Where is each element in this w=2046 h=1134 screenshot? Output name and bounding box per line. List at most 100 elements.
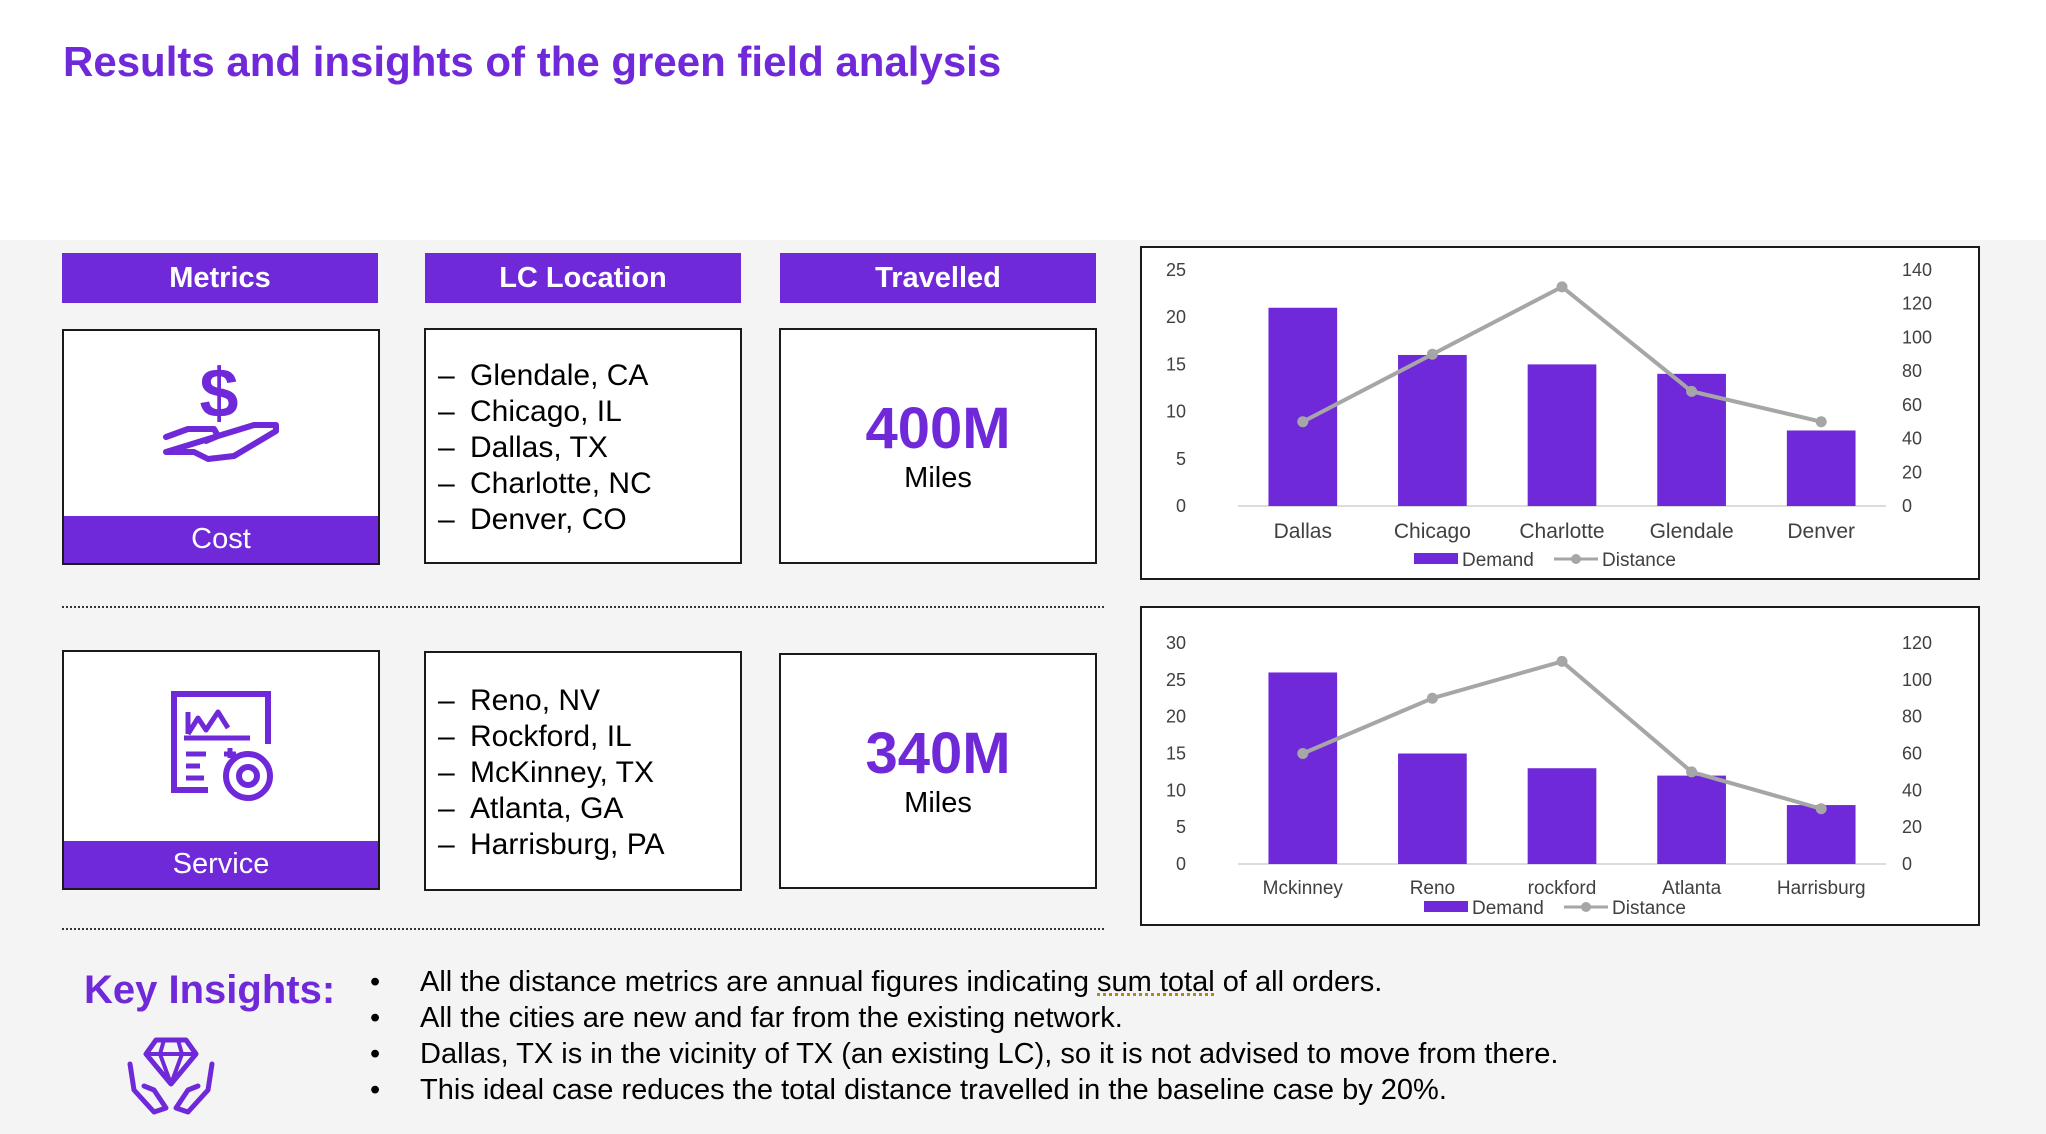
bar-dallas	[1268, 307, 1338, 506]
y2-tick-label: 20	[1902, 462, 1922, 482]
y-tick-label: 0	[1176, 496, 1186, 516]
cost-location-list: Glendale, CA Chicago, IL Dallas, TX Char…	[426, 330, 740, 538]
metrics-header: Metrics	[62, 253, 378, 303]
row-divider	[62, 928, 1104, 930]
list-item: All the distance metrics are annual figu…	[370, 964, 1558, 1000]
x-tick-label: Charlotte	[1519, 520, 1604, 543]
list-item: Atlanta, GA	[438, 791, 740, 827]
lc-location-header: LC Location	[425, 253, 741, 303]
distance-point	[1426, 348, 1438, 360]
service-locations-card: Reno, NV Rockford, IL McKinney, TX Atlan…	[424, 651, 742, 891]
y2-tick-label: 120	[1902, 633, 1932, 653]
bar-atlanta	[1657, 775, 1726, 864]
list-item: Rockford, IL	[438, 719, 740, 755]
y-tick-label: 10	[1166, 780, 1186, 800]
legend-demand-label: Demand	[1472, 898, 1544, 919]
dollar-hand-icon: $	[163, 359, 279, 462]
service-label: Service	[64, 841, 378, 888]
service-chart-gear-icon	[171, 690, 273, 801]
bar-charlotte	[1527, 364, 1597, 506]
y-tick-label: 5	[1176, 817, 1186, 837]
cost-travelled-value: 400M	[865, 396, 1011, 461]
y2-tick-label: 100	[1902, 327, 1932, 347]
y2-tick-label: 0	[1902, 854, 1912, 874]
cost-demand-distance-chart: 0 5 10 15 20 25 0 20 40 60 80 100 120 140 Dallas Chicag…	[1166, 260, 1932, 571]
travelled-header: Travelled	[780, 253, 1096, 303]
y-tick-label: 25	[1166, 670, 1186, 690]
y2-tick-label: 80	[1902, 707, 1922, 727]
distance-point	[1686, 766, 1698, 778]
y-tick-label: 0	[1176, 854, 1186, 874]
list-item: Glendale, CA	[438, 358, 740, 394]
legend-demand-swatch	[1424, 901, 1468, 912]
service-travelled-card: 340M Miles	[779, 653, 1097, 889]
x-tick-label: Denver	[1787, 520, 1855, 543]
list-item: Harrisburg, PA	[438, 827, 740, 863]
cost-chart: 0 5 10 15 20 25 0 20 40 60 80 100 120 140 Dallas Chicag…	[1140, 246, 1980, 580]
cost-travelled-unit: Miles	[904, 462, 972, 494]
y2-tick-label: 120	[1902, 294, 1932, 314]
list-item: Denver, CO	[438, 502, 740, 538]
y2-tick-label: 60	[1902, 744, 1922, 764]
key-insights-list: All the distance metrics are annual figu…	[370, 964, 1558, 1108]
service-location-list: Reno, NV Rockford, IL McKinney, TX Atlan…	[426, 653, 740, 863]
bar-mckinney	[1268, 672, 1338, 864]
bar-chicago	[1398, 354, 1467, 506]
y2-tick-label: 60	[1902, 395, 1922, 415]
y2-tick-label: 100	[1902, 670, 1932, 690]
x-tick-label: Harrisburg	[1777, 878, 1866, 899]
list-item: Chicago, IL	[438, 394, 740, 430]
y-tick-label: 20	[1166, 307, 1186, 327]
legend-distance-label: Distance	[1612, 898, 1686, 919]
y2-tick-label: 140	[1902, 260, 1932, 280]
cost-locations-card: Glendale, CA Chicago, IL Dallas, TX Char…	[424, 328, 742, 564]
service-travelled-unit: Miles	[904, 787, 972, 819]
x-tick-label: Glendale	[1650, 520, 1734, 543]
cost-label: Cost	[64, 516, 378, 563]
page-title: Results and insights of the green field …	[63, 38, 1002, 85]
list-item: McKinney, TX	[438, 755, 740, 791]
bar-reno	[1398, 753, 1467, 864]
service-travelled-value: 340M	[865, 721, 1011, 786]
y-tick-label: 30	[1166, 633, 1186, 653]
y-tick-label: 5	[1176, 449, 1186, 469]
cost-metric-card: $ Cost	[62, 329, 380, 565]
distance-point	[1556, 281, 1568, 293]
distance-point	[1426, 692, 1438, 704]
y2-tick-label: 20	[1902, 817, 1922, 837]
list-item: Charlotte, NC	[438, 466, 740, 502]
distance-point	[1686, 385, 1698, 397]
legend-demand-swatch	[1414, 553, 1458, 564]
x-tick-label: Atlanta	[1662, 878, 1722, 899]
list-item: Reno, NV	[438, 683, 740, 719]
list-item: Dallas, TX	[438, 430, 740, 466]
y2-tick-label: 40	[1902, 429, 1922, 449]
legend-demand-label: Demand	[1462, 550, 1534, 571]
distance-point	[1815, 416, 1827, 428]
y2-tick-label: 80	[1902, 361, 1922, 381]
y-tick-label: 15	[1166, 354, 1186, 374]
legend-distance-marker	[1581, 902, 1591, 912]
diamond-hands-icon	[127, 1037, 215, 1115]
y2-tick-label: 0	[1902, 496, 1912, 516]
distance-point	[1297, 748, 1309, 759]
distance-point	[1556, 655, 1568, 667]
svg-text:$: $	[200, 359, 239, 432]
service-chart: 0 5 10 15 20 25 30 0 20 40 60 80 100 120 Mckinney Reno r…	[1140, 606, 1980, 926]
y2-tick-label: 40	[1902, 780, 1922, 800]
x-tick-label: Reno	[1410, 878, 1455, 899]
distance-point	[1297, 416, 1309, 428]
x-tick-label: rockford	[1528, 878, 1597, 899]
key-insights-title: Key Insights:	[84, 968, 336, 1012]
distance-point	[1815, 803, 1827, 815]
list-item: Dallas, TX is in the vicinity of TX (an …	[370, 1036, 1558, 1072]
legend-distance-marker	[1571, 554, 1581, 564]
y-tick-label: 25	[1166, 260, 1186, 280]
bar-denver	[1786, 430, 1856, 506]
service-demand-distance-chart: 0 5 10 15 20 25 30 0 20 40 60 80 100 120 Mckinney Reno r…	[1166, 633, 1932, 919]
legend-distance-label: Distance	[1602, 550, 1676, 571]
y-tick-label: 15	[1166, 744, 1186, 764]
y-tick-label: 10	[1166, 402, 1186, 422]
list-item: This ideal case reduces the total distan…	[370, 1072, 1558, 1108]
x-tick-label: Dallas	[1274, 520, 1332, 543]
